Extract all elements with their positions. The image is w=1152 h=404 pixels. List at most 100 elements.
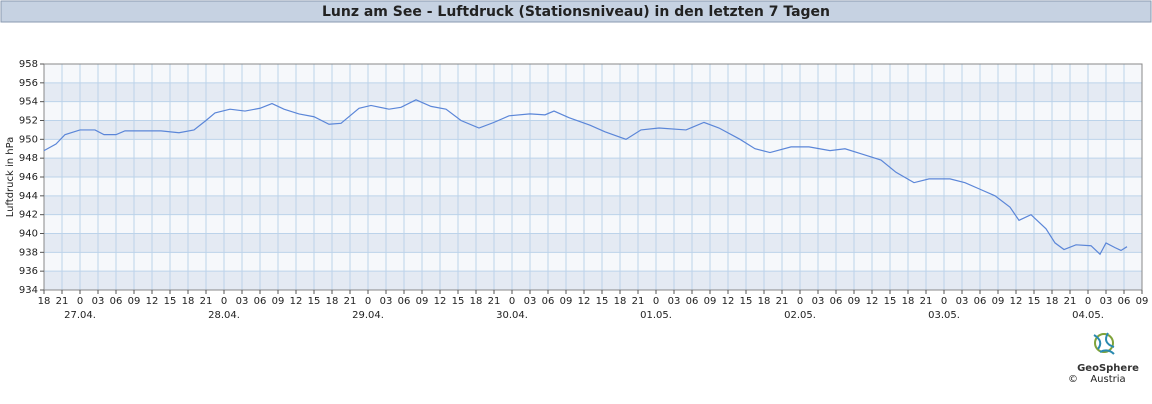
grid-band [44,195,1142,215]
logo-sub: Austria [1090,374,1125,385]
x-tick-label: 12 [146,296,159,307]
x-tick-label: 12 [866,296,879,307]
x-tick-label: 21 [344,296,357,307]
x-tick-label: 06 [542,296,555,307]
date-label: 28.04. [208,310,240,321]
x-tick-label: 06 [830,296,843,307]
chart-title: Lunz am See - Luftdruck (Stationsniveau)… [322,4,830,20]
date-label: 29.04. [352,310,384,321]
x-tick-label: 03 [668,296,681,307]
x-tick-label: 09 [560,296,573,307]
x-tick-label: 03 [1100,296,1113,307]
x-tick-label: 21 [920,296,933,307]
x-tick-label: 03 [524,296,537,307]
x-tick-label: 15 [164,296,177,307]
x-tick-label: 15 [884,296,897,307]
y-tick-label: 938 [19,247,38,258]
x-tick-label: 0 [941,296,947,307]
x-tick-label: 18 [614,296,627,307]
x-tick-label: 18 [902,296,915,307]
x-tick-label: 09 [848,296,861,307]
x-tick-label: 06 [110,296,123,307]
x-tick-label: 21 [488,296,501,307]
y-tick-label: 944 [19,191,38,202]
date-label: 04.05. [1072,310,1104,321]
date-label: 02.05. [784,310,816,321]
x-tick-label: 0 [797,296,803,307]
y-tick-label: 958 [19,59,38,70]
x-tick-label: 15 [308,296,321,307]
x-tick-label: 0 [365,296,371,307]
x-tick-label: 09 [272,296,285,307]
grid-band [44,233,1142,253]
y-axis-label: Luftdruck in hPa [5,137,16,218]
grid-band [44,271,1142,290]
x-tick-label: 18 [470,296,483,307]
x-tick-label: 09 [1136,296,1149,307]
date-label: 27.04. [64,310,96,321]
x-tick-label: 12 [434,296,447,307]
x-tick-label: 15 [740,296,753,307]
x-tick-label: 21 [200,296,213,307]
grid-band [44,82,1142,102]
x-tick-label: 18 [38,296,51,307]
logo-icon [1094,333,1114,353]
x-tick-label: 18 [182,296,195,307]
copyright: © [1068,374,1078,385]
plot-area [43,63,1143,291]
x-tick-label: 18 [758,296,771,307]
x-tick-label: 0 [509,296,515,307]
x-tick-label: 21 [632,296,645,307]
x-tick-label: 03 [812,296,825,307]
x-tick-label: 09 [992,296,1005,307]
x-tick-label: 12 [722,296,735,307]
x-tick-label: 06 [974,296,987,307]
y-tick-label: 956 [19,78,38,89]
x-tick-label: 21 [776,296,789,307]
y-tick-label: 936 [19,266,38,277]
x-tick-label: 18 [326,296,339,307]
y-tick-label: 946 [19,172,38,183]
x-tick-label: 12 [290,296,303,307]
x-tick-label: 06 [686,296,699,307]
x-tick-label: 12 [1010,296,1023,307]
x-tick-label: 06 [398,296,411,307]
x-tick-label: 0 [653,296,659,307]
x-tick-label: 15 [1028,296,1041,307]
logo: GeoSphere © Austria [1068,332,1139,385]
x-tick-label: 06 [1118,296,1131,307]
x-tick-label: 09 [704,296,717,307]
x-tick-label: 0 [77,296,83,307]
logo-icon [1093,332,1115,355]
y-tick-label: 942 [19,210,38,221]
y-tick-label: 940 [19,229,38,240]
x-tick-label: 03 [236,296,249,307]
grid-band [44,120,1142,140]
date-label: 03.05. [928,310,960,321]
x-tick-label: 15 [452,296,465,307]
data-line [43,99,1128,256]
x-tick-label: 06 [254,296,267,307]
x-tick-label: 0 [221,296,227,307]
y-tick-label: 954 [19,97,38,108]
grid-band [44,158,1142,177]
x-tick-label: 21 [1064,296,1077,307]
x-tick-label: 03 [380,296,393,307]
x-tick-label: 15 [596,296,609,307]
x-tick-label: 21 [56,296,69,307]
date-label: 30.04. [496,310,528,321]
y-tick-label: 934 [19,285,38,296]
y-tick-label: 948 [19,153,38,164]
x-tick-label: 09 [128,296,141,307]
y-tick-label: 950 [19,134,38,145]
date-label: 01.05. [640,310,672,321]
x-tick-label: 03 [92,296,105,307]
x-tick-label: 0 [1085,296,1091,307]
logo-name: GeoSphere [1077,363,1139,374]
title-bar [0,0,1152,23]
x-tick-label: 18 [1046,296,1059,307]
x-tick-label: 03 [956,296,969,307]
y-tick-label: 952 [19,116,38,127]
